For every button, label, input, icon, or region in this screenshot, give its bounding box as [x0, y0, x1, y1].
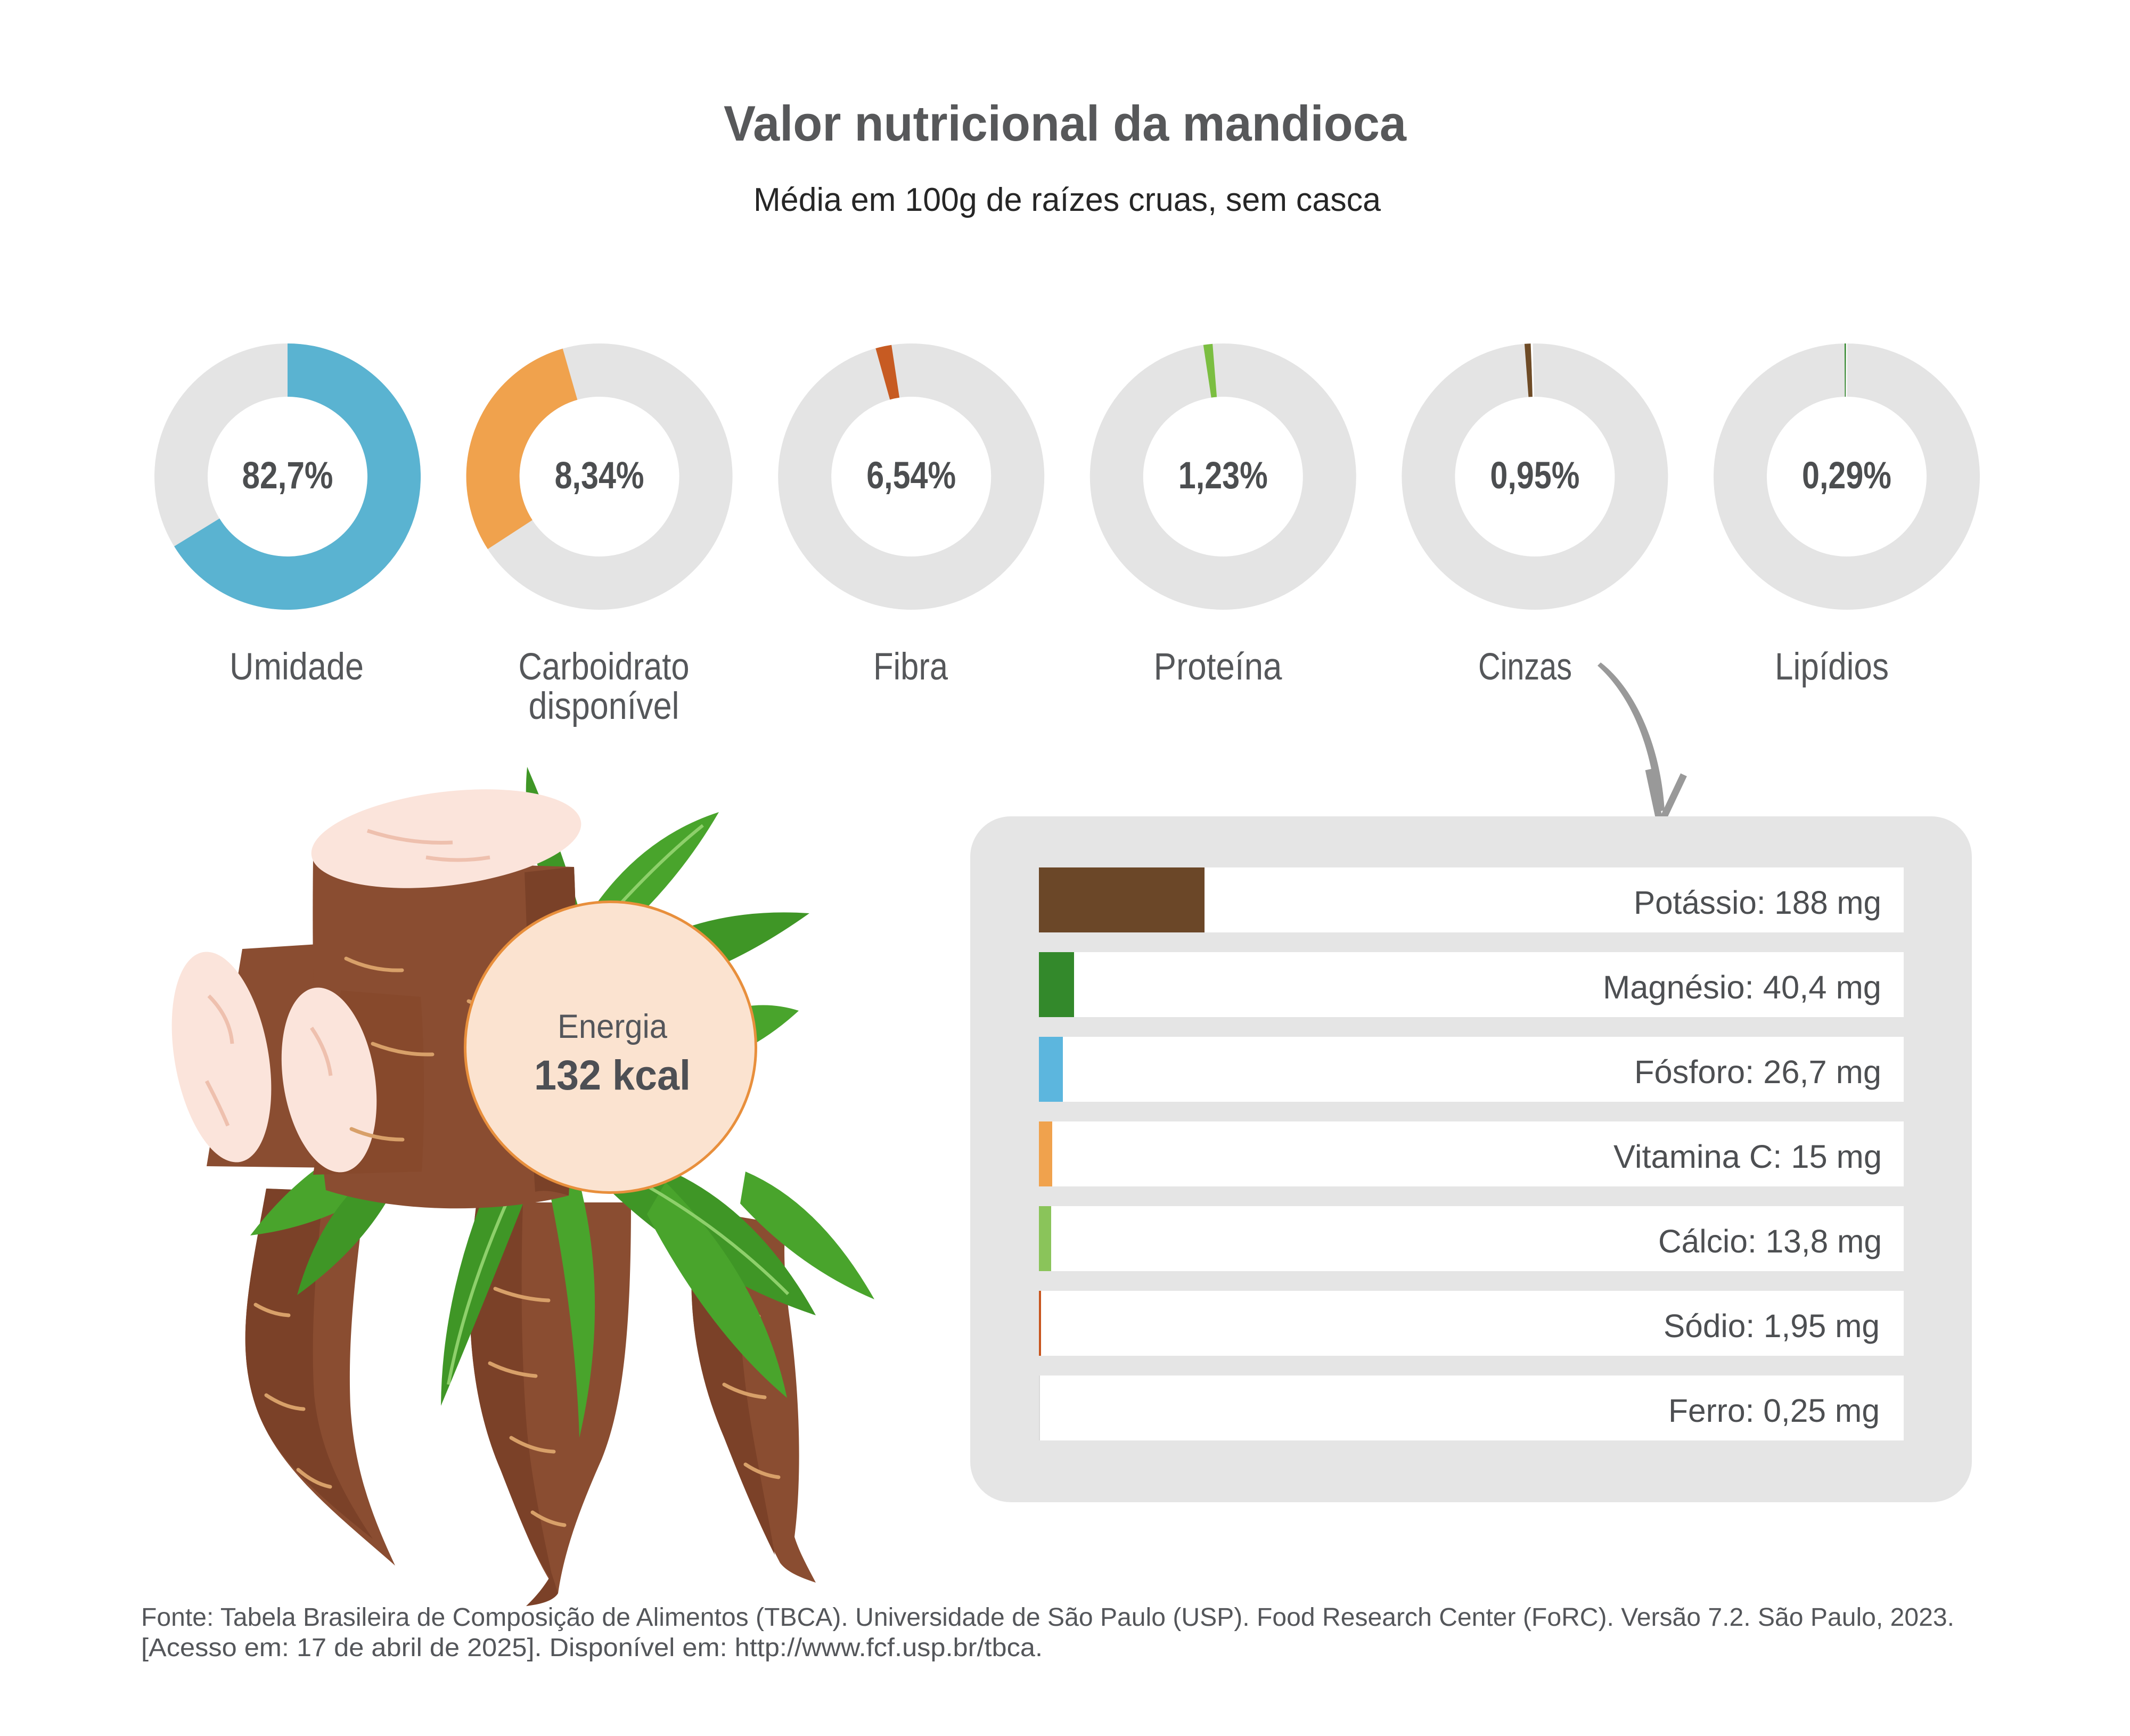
svg-text:1,23%: 1,23% [1178, 455, 1268, 497]
svg-text:0,95%: 0,95% [1490, 455, 1579, 497]
svg-text:Energia: Energia [558, 1008, 668, 1045]
svg-text:Ferro: 0,25 mg: Ferro: 0,25 mg [1668, 1393, 1880, 1429]
svg-text:0,29%: 0,29% [1802, 455, 1891, 497]
svg-text:Magnésio: 40,4 mg: Magnésio: 40,4 mg [1603, 969, 1881, 1005]
svg-text:Proteína: Proteína [1154, 646, 1282, 688]
svg-text:132 kcal: 132 kcal [534, 1051, 691, 1099]
svg-text:Valor nutricional da mandioca: Valor nutricional da mandioca [724, 95, 1407, 151]
svg-text:Média em 100g de raízes cruas,: Média em 100g de raízes cruas, sem casca [753, 182, 1381, 218]
svg-text:Fonte: Tabela Brasileira de Co: Fonte: Tabela Brasileira de Composição d… [141, 1603, 1954, 1632]
svg-text:Cinzas: Cinzas [1478, 646, 1572, 688]
svg-text:Cálcio: 13,8 mg: Cálcio: 13,8 mg [1658, 1223, 1882, 1259]
svg-text:Fibra: Fibra [873, 646, 948, 688]
svg-text:8,34%: 8,34% [555, 455, 644, 497]
svg-text:Umidade: Umidade [230, 646, 364, 688]
svg-text:Fósforo: 26,7 mg: Fósforo: 26,7 mg [1634, 1054, 1881, 1090]
svg-text:Sódio: 1,95 mg: Sódio: 1,95 mg [1664, 1308, 1880, 1344]
svg-text:Potássio: 188 mg: Potássio: 188 mg [1634, 885, 1881, 921]
svg-text:Vitamina C: 15 mg: Vitamina C: 15 mg [1613, 1139, 1882, 1175]
svg-text:Carboidrato: Carboidrato [519, 646, 690, 688]
svg-text:[Acesso em: 17 de abril de 202: [Acesso em: 17 de abril de 2025]. Dispon… [141, 1634, 1043, 1662]
svg-text:82,7%: 82,7% [242, 455, 333, 497]
svg-text:Lipídios: Lipídios [1775, 646, 1889, 688]
svg-text:6,54%: 6,54% [866, 455, 956, 497]
svg-text:disponível: disponível [529, 685, 679, 727]
